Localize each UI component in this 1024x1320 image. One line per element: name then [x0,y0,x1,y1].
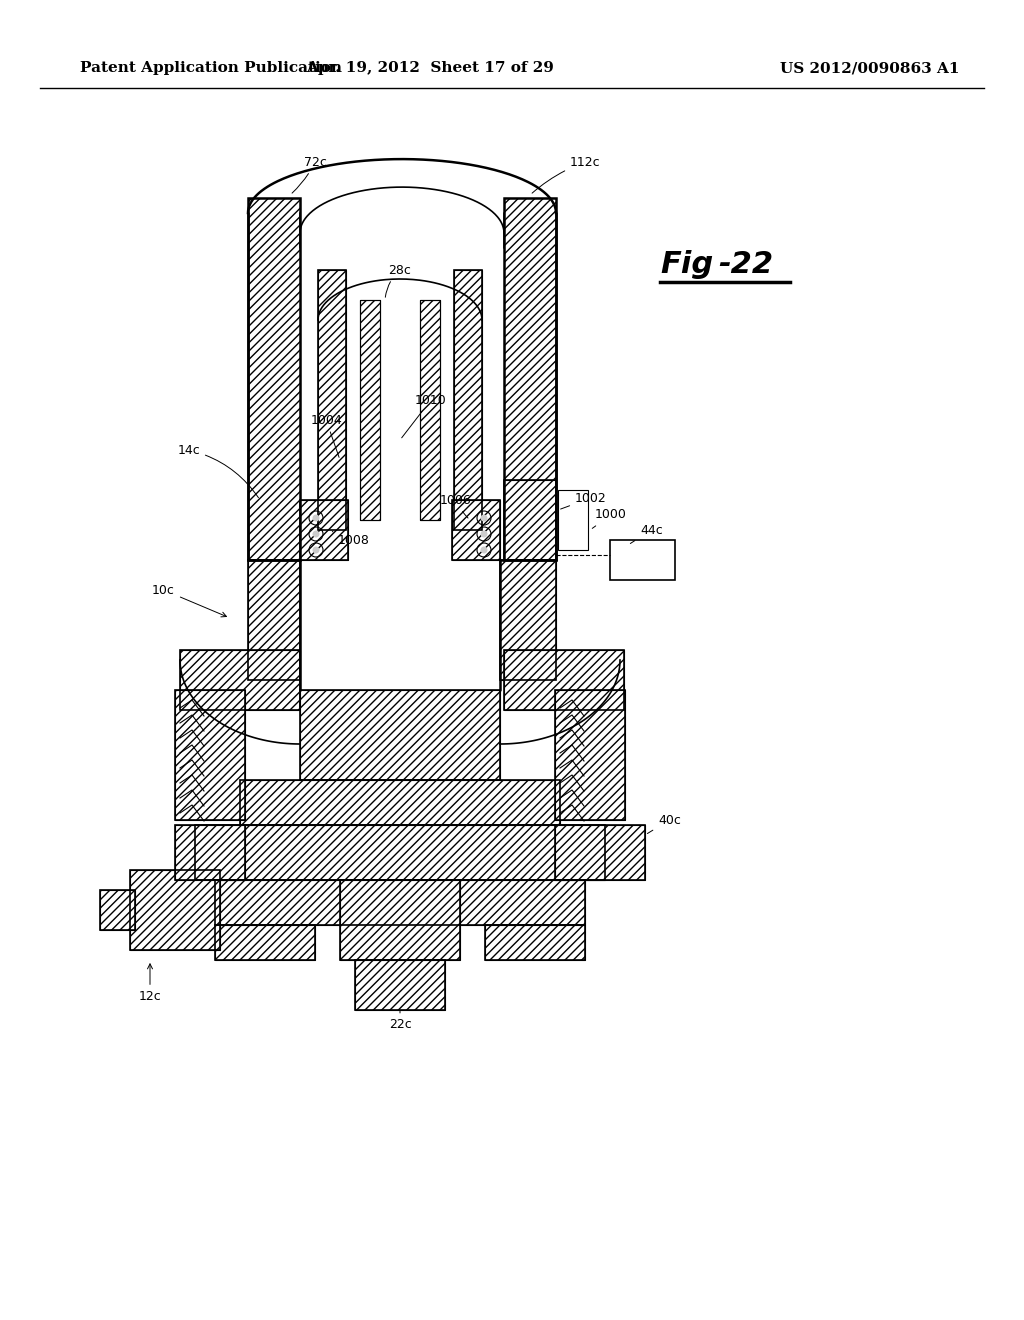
Bar [240,780,560,825]
Circle shape [312,531,319,537]
Bar [452,500,500,560]
Text: 1004: 1004 [310,413,342,457]
Text: 1006: 1006 [440,494,472,517]
Text: 28c: 28c [385,264,412,297]
Text: 40c: 40c [647,813,681,833]
Bar [130,870,220,950]
Text: Apr. 19, 2012  Sheet 17 of 29: Apr. 19, 2012 Sheet 17 of 29 [306,61,554,75]
Bar [555,825,645,880]
Circle shape [312,546,319,553]
Bar [300,690,500,780]
Text: Fig: Fig [660,249,714,279]
Text: 1010: 1010 [401,393,446,438]
Text: 72c: 72c [292,156,327,193]
Bar [485,925,585,960]
Bar [454,271,482,531]
Bar [360,300,380,520]
Circle shape [480,546,487,553]
Text: 1002: 1002 [560,491,607,510]
Bar [610,540,675,579]
Text: -22: -22 [718,249,773,279]
Bar [215,880,585,925]
Bar [504,480,556,560]
Text: 12c: 12c [138,964,162,1003]
Bar [195,825,605,880]
Bar [340,880,460,960]
Bar [504,649,624,710]
Bar [248,198,300,560]
Bar [454,271,482,531]
Bar [504,649,624,710]
Bar [300,500,348,560]
Bar [555,690,625,820]
Bar [504,198,556,560]
Bar [175,825,245,880]
Bar [240,780,560,825]
Bar [360,300,380,520]
Bar [500,560,556,680]
Bar [300,690,500,780]
Circle shape [480,531,487,537]
Bar [340,880,460,960]
Bar [215,925,315,960]
Bar [555,690,625,820]
Bar [420,300,440,520]
Bar [555,825,645,880]
Bar [485,925,585,960]
Bar [318,271,346,531]
Bar [300,500,348,560]
Bar [558,490,588,550]
Bar [175,690,245,820]
Text: US 2012/0090863 A1: US 2012/0090863 A1 [780,61,959,75]
Text: 22c: 22c [389,1011,412,1031]
Bar [504,198,556,560]
Bar [355,960,445,1010]
Text: 10c: 10c [153,583,226,616]
Bar [175,825,245,880]
Bar [100,890,135,931]
Bar [180,649,300,710]
Bar [180,649,300,710]
Circle shape [312,515,319,521]
Bar [248,560,300,680]
Circle shape [480,515,487,521]
Bar [100,890,135,931]
Bar [248,198,300,560]
Bar [420,300,440,520]
Bar [215,880,585,925]
Bar [130,870,220,950]
Bar [215,925,315,960]
Bar [248,560,300,680]
Text: 14c: 14c [177,444,258,498]
Text: 1000: 1000 [592,508,627,528]
Bar [452,500,500,560]
Text: Patent Application Publication: Patent Application Publication [80,61,342,75]
Bar [504,480,556,560]
Text: 112c: 112c [532,156,601,193]
Bar [355,960,445,1010]
Text: 44c: 44c [631,524,663,544]
Bar [175,690,245,820]
Bar [195,825,605,880]
Text: 1008: 1008 [333,532,370,546]
Bar [500,560,556,680]
Bar [318,271,346,531]
